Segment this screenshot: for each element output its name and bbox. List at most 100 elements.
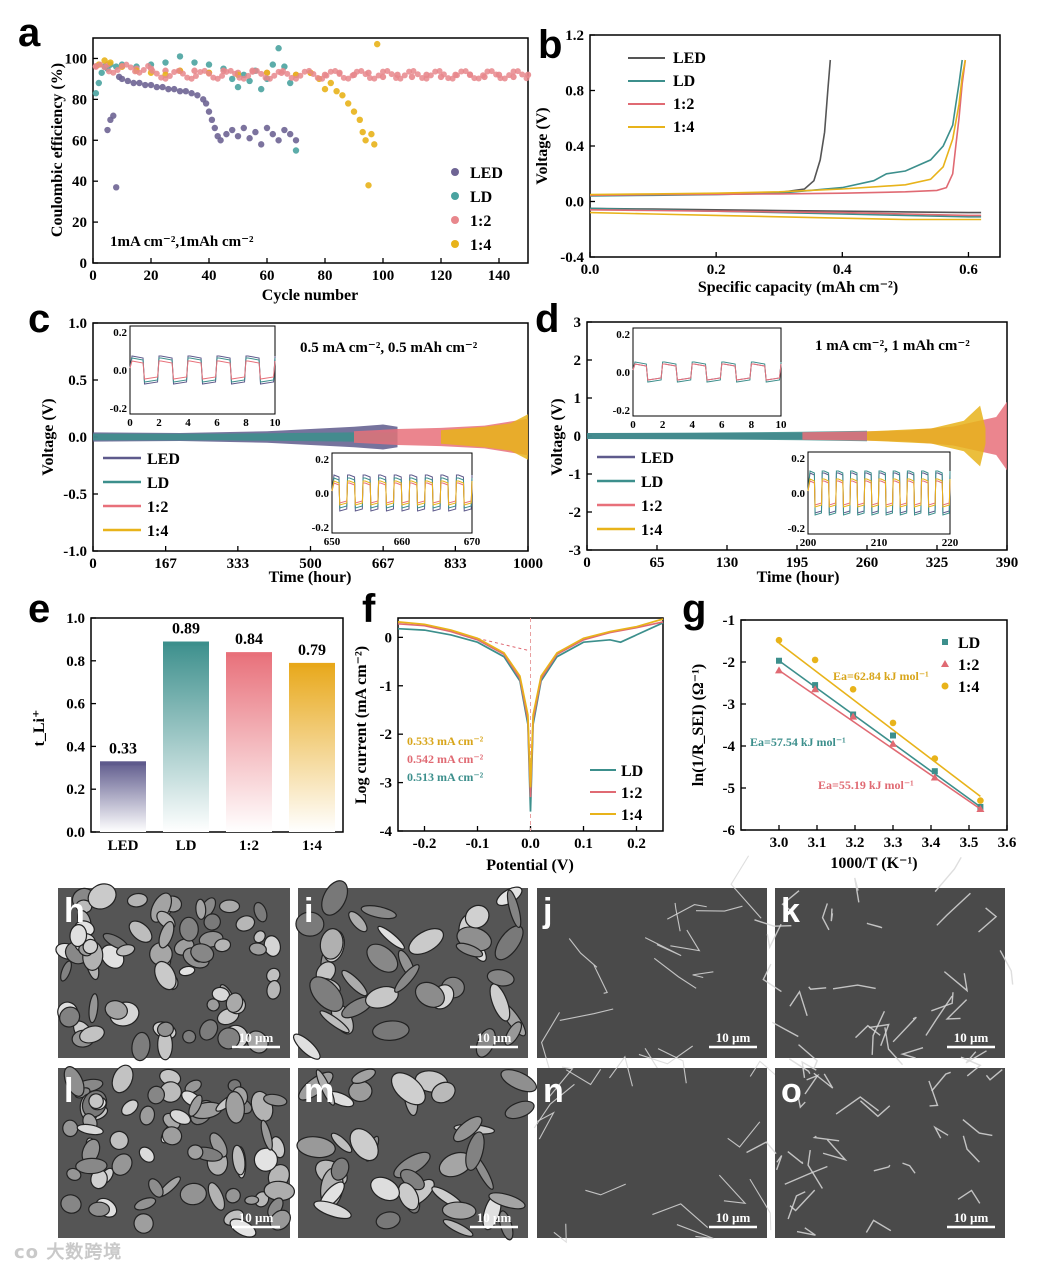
sem-particle <box>104 1000 128 1020</box>
bar-cap-1:2 <box>226 652 272 657</box>
x-tick-label: 140 <box>488 268 511 284</box>
sem-particle <box>319 928 344 960</box>
data-point-1:2 <box>319 75 326 82</box>
data-point-LED <box>281 126 288 134</box>
data-point-1:4 <box>977 797 984 804</box>
data-point-1:4 <box>345 100 352 107</box>
sem-grain-boundary <box>928 1080 939 1107</box>
data-point-1:2 <box>136 69 143 76</box>
data-point-1:2 <box>245 72 252 79</box>
sem-particle <box>75 1157 108 1175</box>
sem-particle <box>341 969 368 997</box>
y-tick-label: 1.0 <box>68 316 87 332</box>
sem-grain-boundary <box>787 1191 806 1220</box>
data-point-LD <box>890 732 896 739</box>
sem-particle <box>214 938 232 953</box>
sem-particle <box>133 1213 154 1234</box>
sem-image-l: l 10 µm <box>58 1064 296 1238</box>
sem-grain-boundary <box>796 1089 806 1109</box>
data-point-LED <box>194 92 201 99</box>
data-point-1:4 <box>101 57 108 64</box>
sem-grain-boundary <box>727 1121 761 1148</box>
inset-curve-1:4 <box>331 480 473 506</box>
data-point-LED <box>153 83 160 91</box>
data-point-LED <box>182 87 189 95</box>
x-tick-label: 3.2 <box>846 835 865 851</box>
sem-particle <box>131 1031 151 1062</box>
data-point-1:4 <box>339 92 346 99</box>
bar-value-label: 0.89 <box>172 621 200 638</box>
x-tick-label: 1000 <box>513 556 543 572</box>
sem-particle <box>253 901 268 923</box>
data-point-1:2 <box>362 71 369 78</box>
sem-particle <box>486 969 515 987</box>
legend-marker-1:4 <box>451 240 459 248</box>
sem-grain-boundary <box>766 923 782 950</box>
y-tick-label: 100 <box>65 51 88 67</box>
sem-grain-boundary <box>902 1162 916 1174</box>
data-point-LD <box>176 53 184 60</box>
sem-grain-boundary <box>892 1016 917 1043</box>
polarization-curve-1:4 <box>397 618 664 788</box>
ylabel-c: Voltage (V) <box>40 398 57 475</box>
sem-image-h: h 10 µm <box>55 883 290 1062</box>
data-point-1:4 <box>263 69 271 76</box>
inset-y-tick-label: -0.2 <box>613 405 631 417</box>
sem-grain-boundary <box>771 1021 799 1038</box>
discharge-curve-1:2 <box>589 209 982 217</box>
ylabel-d: Voltage (V) <box>549 398 566 475</box>
x-tick-label: 1:4 <box>302 838 322 854</box>
bar-value-label: 0.84 <box>235 631 263 648</box>
sem-particle <box>158 920 175 949</box>
y-tick-label: 1.2 <box>565 28 584 44</box>
sem-particle <box>455 942 484 958</box>
sem-grain-boundary <box>749 1178 772 1231</box>
data-point-1:2 <box>408 73 416 81</box>
data-point-LED <box>252 128 259 136</box>
y-tick-label: 40 <box>72 174 87 190</box>
sem-particle <box>464 904 490 929</box>
polarization-curve-1:2 <box>397 621 664 798</box>
x-tick-label: 0 <box>89 556 97 572</box>
data-point-1:2 <box>110 69 117 76</box>
bar-cap-LD <box>163 641 209 646</box>
data-point-LED <box>229 126 236 134</box>
sem-particle <box>134 1197 157 1211</box>
sem-grain-boundary <box>832 984 876 990</box>
scale-bar-label: 10 µm <box>239 1030 274 1045</box>
data-point-LD <box>258 85 265 93</box>
legend-label-LD: LD <box>470 189 492 206</box>
data-point-1:2 <box>232 70 239 77</box>
data-point-LED <box>130 79 137 87</box>
data-point-LD <box>162 59 169 66</box>
plot-frame-a <box>92 37 529 264</box>
inset-x-tick-label: 8 <box>749 419 755 431</box>
data-point-1:2 <box>149 67 156 74</box>
sem-particle <box>348 910 368 933</box>
sem-grain-boundary <box>788 1058 811 1075</box>
activation-energy-label: Ea=57.54 kJ mol⁻¹ <box>750 735 846 749</box>
data-point-LED <box>263 124 271 132</box>
x-tick-label: 3.0 <box>770 835 789 851</box>
legend-label-LED: LED <box>641 450 674 467</box>
x-tick-label: 0.6 <box>959 262 978 278</box>
data-point-1:2 <box>191 67 198 74</box>
sem-grain-boundary <box>784 1165 828 1185</box>
data-point-1:2 <box>497 75 504 82</box>
data-point-1:2 <box>501 75 508 82</box>
data-point-LED <box>142 81 149 89</box>
inset-y-tick-label: 0.0 <box>791 488 805 500</box>
sem-particle <box>253 930 266 944</box>
sem-particle <box>441 1201 477 1220</box>
data-point-1:2 <box>423 75 430 82</box>
data-point-1:2 <box>506 72 513 79</box>
sem-particle <box>225 1091 245 1124</box>
sem-particle <box>408 928 445 955</box>
x-tick-label: 3.4 <box>922 835 941 851</box>
sem-grain-boundary <box>545 1066 574 1102</box>
panel-letter-e: e <box>28 587 50 631</box>
y-tick-label: 0 <box>80 256 88 272</box>
sem-grain-boundary <box>553 1223 567 1244</box>
x-tick-label: 130 <box>716 555 739 571</box>
